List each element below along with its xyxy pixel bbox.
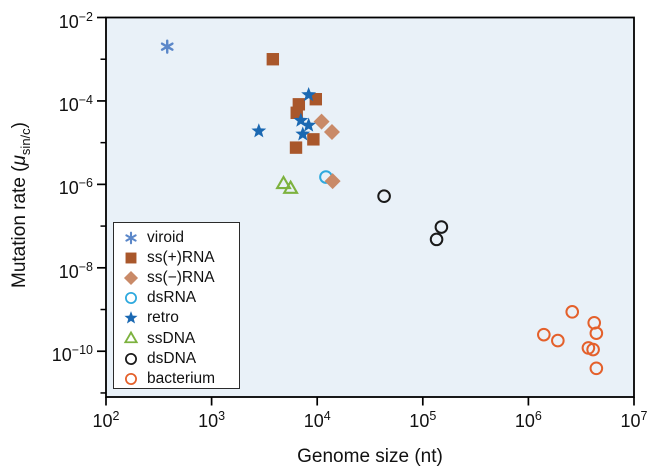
legend-item-retro: retro bbox=[121, 308, 239, 328]
data-point bbox=[377, 189, 391, 204]
legend-label: viroid bbox=[147, 229, 185, 247]
data-point bbox=[282, 179, 299, 194]
data-point bbox=[266, 53, 280, 66]
data-point bbox=[589, 361, 604, 376]
mu-symbol: μ bbox=[9, 155, 31, 166]
legend-item-dsDNA: dsDNA bbox=[121, 349, 239, 369]
circle-icon bbox=[125, 292, 137, 305]
x-tick-label: 106 bbox=[514, 409, 542, 431]
data-point bbox=[293, 112, 309, 127]
data-point bbox=[551, 333, 565, 348]
y-axis-subscript: sin/c bbox=[17, 128, 33, 156]
star-icon bbox=[124, 311, 138, 324]
y-tick-label: 10−8 bbox=[58, 259, 93, 282]
data-point bbox=[429, 232, 444, 247]
data-point bbox=[589, 326, 604, 341]
data-point bbox=[295, 126, 311, 141]
legend-label: dsRNA bbox=[147, 289, 197, 307]
asterisk-icon bbox=[125, 231, 137, 245]
y-axis-title-text: Mutation rate ( bbox=[9, 165, 31, 288]
data-point bbox=[313, 113, 330, 130]
series-ssDNA bbox=[275, 174, 299, 194]
data-point bbox=[586, 342, 600, 357]
x-tick-label: 102 bbox=[92, 409, 120, 431]
legend-item-ssDNA: ssDNA bbox=[121, 328, 239, 348]
legend-item-bacterium: bacterium bbox=[121, 369, 239, 389]
data-point bbox=[275, 174, 292, 190]
legend-item-viroid: viroid bbox=[121, 228, 239, 248]
y-axis-title: Mutation rate (μsin/c) bbox=[9, 122, 33, 288]
triangle-icon bbox=[123, 330, 139, 343]
legend-item-ss(+)RNA: ss(+)RNA bbox=[121, 248, 239, 268]
legend-label: retro bbox=[147, 309, 179, 327]
y-tick-label: 10−10 bbox=[51, 343, 93, 366]
x-tick-label: 104 bbox=[303, 409, 331, 431]
x-tick-label: 107 bbox=[620, 409, 648, 431]
data-point bbox=[301, 87, 317, 102]
y-tick-label: 10−6 bbox=[58, 176, 93, 199]
series-ss(−)RNA bbox=[313, 113, 341, 190]
data-point bbox=[301, 117, 317, 132]
legend-item-dsRNA: dsRNA bbox=[121, 288, 239, 308]
data-point bbox=[289, 141, 303, 154]
series-dsDNA bbox=[377, 189, 449, 247]
y-axis-title-close: ) bbox=[9, 122, 31, 129]
legend: viroid ss(+)RNA ss(−)RNA dsRNA retro ssDNA dsD… bbox=[113, 222, 240, 389]
series-bacterium bbox=[537, 305, 604, 376]
y-tick-label: 10−4 bbox=[58, 92, 93, 115]
data-point bbox=[324, 173, 341, 190]
y-tick-label: 10−2 bbox=[58, 9, 93, 32]
x-axis-title: Genome size (nt) bbox=[297, 446, 443, 467]
legend-label: ssDNA bbox=[147, 329, 196, 347]
series-retro bbox=[251, 87, 317, 141]
square-icon bbox=[125, 252, 137, 264]
legend-label: dsDNA bbox=[147, 349, 197, 367]
circle-icon bbox=[125, 352, 137, 365]
data-point bbox=[434, 220, 449, 234]
series-viroid bbox=[160, 39, 174, 54]
data-point bbox=[565, 305, 580, 319]
data-point bbox=[251, 123, 267, 138]
legend-label: ss(+)RNA bbox=[147, 249, 215, 267]
legend-item-ss(−)RNA: ss(−)RNA bbox=[121, 268, 239, 288]
data-point bbox=[160, 39, 174, 54]
series-ss(+)RNA bbox=[266, 53, 323, 154]
x-tick-label: 105 bbox=[409, 409, 437, 431]
x-tick-label: 103 bbox=[198, 409, 226, 431]
data-point bbox=[537, 327, 551, 342]
legend-label: ss(−)RNA bbox=[147, 269, 215, 287]
legend-label: bacterium bbox=[147, 369, 216, 387]
data-point bbox=[307, 133, 320, 146]
data-point bbox=[323, 124, 340, 141]
data-point bbox=[309, 93, 323, 106]
diamond-icon bbox=[123, 271, 139, 286]
circle-icon bbox=[125, 372, 137, 385]
